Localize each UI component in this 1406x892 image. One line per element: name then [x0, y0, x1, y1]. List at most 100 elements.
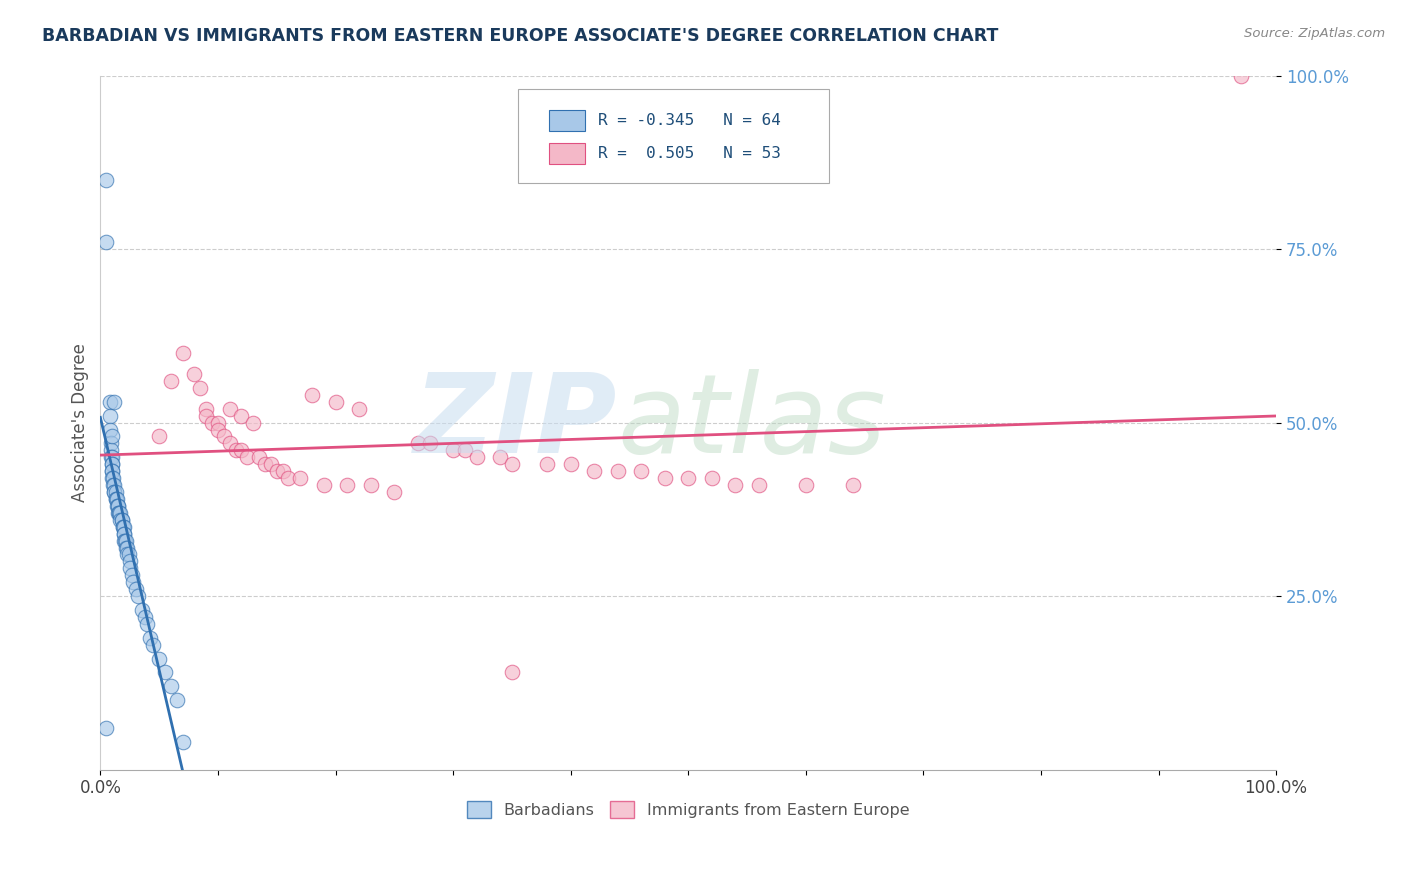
Point: [172, 735, 194, 749]
Point: [195, 409, 218, 423]
Point: [231, 443, 253, 458]
Y-axis label: Associate's Degree: Associate's Degree: [72, 343, 89, 502]
Point: [96, 721, 118, 735]
Point: [122, 575, 145, 590]
Point: [242, 416, 264, 430]
Point: [105, 499, 128, 513]
Point: [207, 423, 229, 437]
Point: [136, 616, 159, 631]
Point: [794, 478, 817, 492]
Point: [148, 651, 170, 665]
Text: ZIP: ZIP: [415, 369, 617, 476]
FancyBboxPatch shape: [550, 143, 585, 163]
Point: [236, 450, 259, 465]
Point: [100, 436, 122, 450]
Point: [325, 394, 347, 409]
Point: [536, 457, 558, 471]
Point: [501, 665, 523, 680]
Point: [118, 554, 141, 568]
Point: [1230, 69, 1253, 83]
Point: [419, 436, 441, 450]
Point: [207, 416, 229, 430]
Point: [560, 457, 582, 471]
Point: [195, 401, 218, 416]
Point: [103, 471, 125, 485]
Point: [218, 401, 240, 416]
Point: [104, 491, 127, 506]
Point: [160, 374, 183, 388]
Point: [107, 499, 129, 513]
Point: [676, 471, 699, 485]
Point: [117, 541, 139, 555]
Point: [101, 429, 124, 443]
Point: [101, 457, 124, 471]
Point: [96, 235, 118, 249]
Point: [121, 568, 143, 582]
Legend: Barbadians, Immigrants from Eastern Europe: Barbadians, Immigrants from Eastern Euro…: [460, 795, 917, 824]
Point: [110, 513, 132, 527]
Point: [654, 471, 676, 485]
Point: [108, 506, 131, 520]
Point: [111, 519, 134, 533]
Point: [142, 638, 165, 652]
Point: [153, 665, 176, 680]
Point: [100, 443, 122, 458]
Text: R =  0.505   N = 53: R = 0.505 N = 53: [598, 145, 780, 161]
Point: [124, 582, 146, 597]
Point: [218, 436, 240, 450]
Point: [107, 506, 129, 520]
Point: [104, 485, 127, 500]
Point: [406, 436, 429, 450]
Point: [630, 464, 652, 478]
Point: [104, 491, 127, 506]
Point: [101, 457, 124, 471]
Point: [842, 478, 865, 492]
Point: [98, 409, 121, 423]
Point: [700, 471, 723, 485]
Text: R = -0.345   N = 64: R = -0.345 N = 64: [598, 113, 780, 128]
Point: [103, 478, 125, 492]
Text: BARBADIAN VS IMMIGRANTS FROM EASTERN EUROPE ASSOCIATE'S DEGREE CORRELATION CHART: BARBADIAN VS IMMIGRANTS FROM EASTERN EUR…: [42, 27, 998, 45]
Point: [131, 603, 153, 617]
Point: [583, 464, 606, 478]
Point: [266, 464, 288, 478]
Point: [118, 561, 141, 575]
Point: [114, 533, 136, 548]
Point: [336, 478, 359, 492]
Point: [103, 485, 125, 500]
Point: [301, 388, 323, 402]
Point: [96, 172, 118, 186]
Point: [127, 589, 149, 603]
Point: [112, 519, 135, 533]
Point: [110, 513, 132, 527]
Point: [105, 491, 128, 506]
Point: [489, 450, 512, 465]
Point: [465, 450, 488, 465]
Point: [201, 416, 224, 430]
Point: [271, 464, 294, 478]
Text: Source: ZipAtlas.com: Source: ZipAtlas.com: [1244, 27, 1385, 40]
Point: [98, 423, 121, 437]
Point: [501, 457, 523, 471]
Point: [188, 381, 211, 395]
Point: [253, 457, 276, 471]
Point: [103, 485, 125, 500]
Point: [112, 533, 135, 548]
Point: [101, 450, 124, 465]
Point: [115, 533, 138, 548]
Point: [382, 485, 405, 500]
Point: [212, 429, 235, 443]
Point: [260, 457, 283, 471]
Text: atlas: atlas: [617, 369, 886, 476]
Point: [160, 679, 183, 693]
Point: [347, 401, 370, 416]
Point: [110, 513, 132, 527]
Point: [108, 506, 131, 520]
Point: [312, 478, 335, 492]
Point: [277, 471, 299, 485]
Point: [148, 429, 170, 443]
Point: [172, 346, 194, 360]
Point: [117, 548, 139, 562]
Point: [183, 367, 205, 381]
Point: [441, 443, 464, 458]
